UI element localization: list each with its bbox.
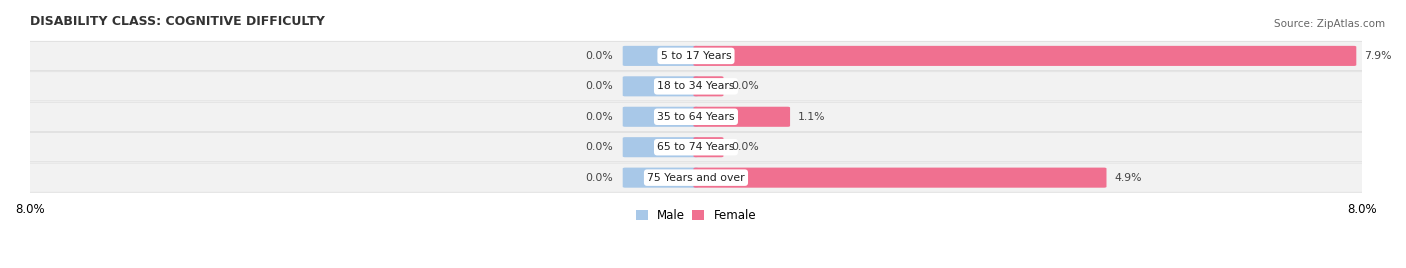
Text: 1.1%: 1.1% xyxy=(797,112,825,122)
FancyBboxPatch shape xyxy=(623,46,699,66)
Text: 18 to 34 Years: 18 to 34 Years xyxy=(657,81,735,91)
FancyBboxPatch shape xyxy=(693,107,790,127)
Text: 35 to 64 Years: 35 to 64 Years xyxy=(657,112,735,122)
Text: 0.0%: 0.0% xyxy=(731,142,759,152)
FancyBboxPatch shape xyxy=(22,102,1369,131)
FancyBboxPatch shape xyxy=(623,76,699,96)
Text: 0.0%: 0.0% xyxy=(585,142,613,152)
Text: 0.0%: 0.0% xyxy=(585,173,613,183)
Text: 0.0%: 0.0% xyxy=(585,51,613,61)
Text: 7.9%: 7.9% xyxy=(1364,51,1392,61)
Text: 65 to 74 Years: 65 to 74 Years xyxy=(657,142,735,152)
Text: 5 to 17 Years: 5 to 17 Years xyxy=(661,51,731,61)
FancyBboxPatch shape xyxy=(693,76,724,96)
FancyBboxPatch shape xyxy=(22,41,1369,70)
FancyBboxPatch shape xyxy=(623,168,699,188)
FancyBboxPatch shape xyxy=(22,72,1369,101)
Text: 0.0%: 0.0% xyxy=(585,112,613,122)
FancyBboxPatch shape xyxy=(22,163,1369,192)
Text: 4.9%: 4.9% xyxy=(1114,173,1142,183)
Text: Source: ZipAtlas.com: Source: ZipAtlas.com xyxy=(1274,19,1385,29)
FancyBboxPatch shape xyxy=(22,133,1369,162)
FancyBboxPatch shape xyxy=(623,137,699,157)
Text: 0.0%: 0.0% xyxy=(731,81,759,91)
FancyBboxPatch shape xyxy=(623,107,699,127)
FancyBboxPatch shape xyxy=(693,137,724,157)
FancyBboxPatch shape xyxy=(693,46,1357,66)
Text: DISABILITY CLASS: COGNITIVE DIFFICULTY: DISABILITY CLASS: COGNITIVE DIFFICULTY xyxy=(30,15,325,28)
Text: 0.0%: 0.0% xyxy=(585,81,613,91)
Text: 75 Years and over: 75 Years and over xyxy=(647,173,745,183)
FancyBboxPatch shape xyxy=(693,168,1107,188)
Legend: Male, Female: Male, Female xyxy=(631,204,761,227)
